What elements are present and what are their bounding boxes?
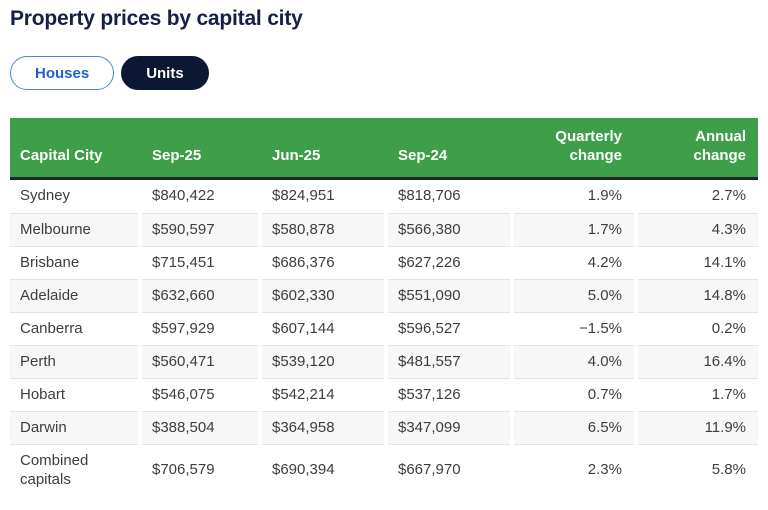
cell-sep-24: $627,226 <box>388 245 510 279</box>
column-header-jun-25: Jun-25 <box>272 146 321 164</box>
cell-capital-city: Brisbane <box>10 245 138 279</box>
cell-annual-change: 14.1% <box>638 245 758 279</box>
cell-sep-25: $388,504 <box>142 410 258 444</box>
cell-sep-24: $566,380 <box>388 212 510 246</box>
cell-sep-24: $551,090 <box>388 278 510 312</box>
cell-sep-25: $560,471 <box>142 344 258 378</box>
cell-annual-change: 11.9% <box>638 410 758 444</box>
cell-quarterly-change: 6.5% <box>514 410 634 444</box>
cell-capital-city: Darwin <box>10 410 138 444</box>
table-row: Brisbane $715,451 $686,376 $627,226 4.2%… <box>10 245 758 279</box>
cell-annual-change: 5.8% <box>638 443 758 496</box>
column-header-sep-25: Sep-25 <box>152 146 202 164</box>
page-title: Property prices by capital city <box>10 7 303 30</box>
column-header-sep-24: Sep-24 <box>398 146 448 164</box>
cell-quarterly-change: 1.7% <box>514 212 634 246</box>
cell-sep-25: $715,451 <box>142 245 258 279</box>
cell-sep-25: $706,579 <box>142 443 258 496</box>
cell-quarterly-change: 4.0% <box>514 344 634 378</box>
cell-sep-24: $347,099 <box>388 410 510 444</box>
cell-sep-25: $590,597 <box>142 212 258 246</box>
cell-annual-change: 14.8% <box>638 278 758 312</box>
cell-capital-city: Adelaide <box>10 278 138 312</box>
cell-sep-25: $546,075 <box>142 377 258 411</box>
cell-jun-25: $539,120 <box>262 344 384 378</box>
cell-sep-24: $667,970 <box>388 443 510 496</box>
cell-sep-24: $481,557 <box>388 344 510 378</box>
table-body: Sydney $840,422 $824,951 $818,706 1.9% 2… <box>10 179 758 496</box>
cell-quarterly-change: −1.5% <box>514 311 634 345</box>
cell-sep-24: $537,126 <box>388 377 510 411</box>
cell-annual-change: 16.4% <box>638 344 758 378</box>
table-row: Darwin $388,504 $364,958 $347,099 6.5% 1… <box>10 410 758 444</box>
property-prices-widget: Property prices by capital city Houses U… <box>10 7 758 496</box>
cell-capital-city: Hobart <box>10 377 138 411</box>
cell-sep-24: $596,527 <box>388 311 510 345</box>
table-row: Hobart $546,075 $542,214 $537,126 0.7% 1… <box>10 377 758 411</box>
cell-annual-change: 1.7% <box>638 377 758 411</box>
cell-capital-city: Sydney <box>10 179 138 213</box>
cell-sep-25: $840,422 <box>142 179 258 213</box>
cell-sep-25: $597,929 <box>142 311 258 345</box>
cell-quarterly-change: 5.0% <box>514 278 634 312</box>
table-row: Combined capitals $706,579 $690,394 $667… <box>10 443 758 496</box>
table-row: Perth $560,471 $539,120 $481,557 4.0% 16… <box>10 344 758 378</box>
cell-quarterly-change: 2.3% <box>514 443 634 496</box>
cell-jun-25: $607,144 <box>262 311 384 345</box>
table-row: Sydney $840,422 $824,951 $818,706 1.9% 2… <box>10 179 758 213</box>
cell-jun-25: $542,214 <box>262 377 384 411</box>
table-row: Melbourne $590,597 $580,878 $566,380 1.7… <box>10 212 758 246</box>
cell-jun-25: $824,951 <box>262 179 384 213</box>
cell-capital-city: Perth <box>10 344 138 378</box>
column-header-annual-change: Annual change <box>693 128 746 164</box>
cell-quarterly-change: 4.2% <box>514 245 634 279</box>
cell-quarterly-change: 1.9% <box>514 179 634 213</box>
cell-jun-25: $686,376 <box>262 245 384 279</box>
table-row: Adelaide $632,660 $602,330 $551,090 5.0%… <box>10 278 758 312</box>
cell-annual-change: 0.2% <box>638 311 758 345</box>
cell-jun-25: $602,330 <box>262 278 384 312</box>
table-row: Canberra $597,929 $607,144 $596,527 −1.5… <box>10 311 758 345</box>
units-toggle-button[interactable]: Units <box>121 56 209 90</box>
cell-capital-city: Melbourne <box>10 212 138 246</box>
column-header-quarterly-change: Quarterly change <box>555 128 622 164</box>
cell-annual-change: 4.3% <box>638 212 758 246</box>
cell-sep-24: $818,706 <box>388 179 510 213</box>
cell-sep-25: $632,660 <box>142 278 258 312</box>
cell-quarterly-change: 0.7% <box>514 377 634 411</box>
cell-capital-city: Combined capitals <box>10 443 138 496</box>
cell-jun-25: $364,958 <box>262 410 384 444</box>
cell-capital-city: Canberra <box>10 311 138 345</box>
table-header-row: Capital City Sep-25 Jun-25 Sep-24 Quarte… <box>10 118 758 180</box>
cell-jun-25: $690,394 <box>262 443 384 496</box>
cell-annual-change: 2.7% <box>638 179 758 213</box>
houses-toggle-button[interactable]: Houses <box>10 56 115 90</box>
property-type-toggle: Houses Units <box>10 56 758 90</box>
property-prices-table: Capital City Sep-25 Jun-25 Sep-24 Quarte… <box>10 118 758 496</box>
column-header-capital-city: Capital City <box>20 146 103 164</box>
cell-jun-25: $580,878 <box>262 212 384 246</box>
